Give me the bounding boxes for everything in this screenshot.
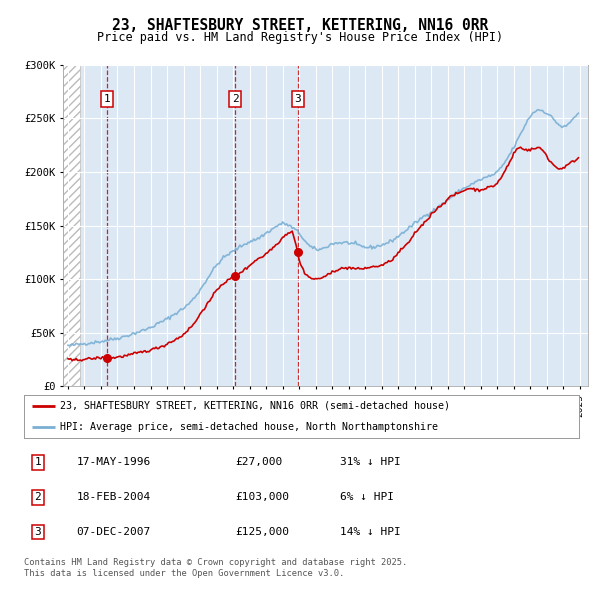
Text: 6% ↓ HPI: 6% ↓ HPI [340,492,394,502]
Text: 17-MAY-1996: 17-MAY-1996 [77,457,151,467]
Text: 14% ↓ HPI: 14% ↓ HPI [340,527,401,537]
Text: 31% ↓ HPI: 31% ↓ HPI [340,457,401,467]
Text: 3: 3 [295,94,301,104]
Text: 1: 1 [104,94,110,104]
Text: 2: 2 [35,492,41,502]
Text: 23, SHAFTESBURY STREET, KETTERING, NN16 0RR: 23, SHAFTESBURY STREET, KETTERING, NN16 … [112,18,488,34]
Text: 18-FEB-2004: 18-FEB-2004 [77,492,151,502]
Text: 07-DEC-2007: 07-DEC-2007 [77,527,151,537]
Text: £103,000: £103,000 [235,492,289,502]
Text: Price paid vs. HM Land Registry's House Price Index (HPI): Price paid vs. HM Land Registry's House … [97,31,503,44]
Text: £27,000: £27,000 [235,457,282,467]
Text: £125,000: £125,000 [235,527,289,537]
Text: 23, SHAFTESBURY STREET, KETTERING, NN16 0RR (semi-detached house): 23, SHAFTESBURY STREET, KETTERING, NN16 … [60,401,450,411]
Text: 2: 2 [232,94,238,104]
Text: 3: 3 [35,527,41,537]
Text: 1: 1 [35,457,41,467]
Text: Contains HM Land Registry data © Crown copyright and database right 2025.
This d: Contains HM Land Registry data © Crown c… [24,558,407,578]
Text: HPI: Average price, semi-detached house, North Northamptonshire: HPI: Average price, semi-detached house,… [60,422,438,432]
Bar [63,65,80,386]
